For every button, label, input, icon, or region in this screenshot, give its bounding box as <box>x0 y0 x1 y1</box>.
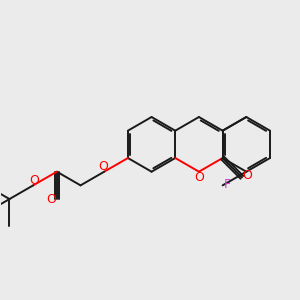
Text: O: O <box>242 169 252 182</box>
Text: O: O <box>46 193 56 206</box>
Text: O: O <box>99 160 109 173</box>
Text: O: O <box>29 173 39 187</box>
Text: O: O <box>194 170 204 184</box>
Text: F: F <box>224 178 231 191</box>
